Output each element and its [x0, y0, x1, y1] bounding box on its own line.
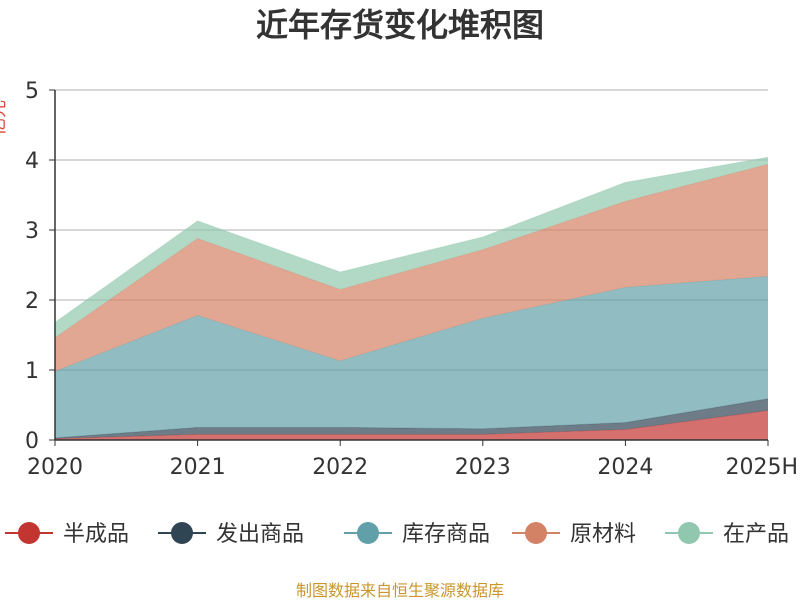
- legend-marker: [525, 522, 547, 544]
- x-tick-label: 2020: [27, 455, 83, 480]
- legend-marker: [171, 522, 193, 544]
- axes: 0 1 2 3 4 5 2020 2021 2022 2023 2024 2025H: [25, 79, 798, 480]
- y-tick-label: 3: [25, 219, 39, 244]
- legend-item[interactable]: 发出商品: [158, 522, 304, 547]
- area-line-4: [54, 156, 769, 323]
- y-axis-label: 亿元: [0, 100, 9, 136]
- y-tick-label: 2: [25, 289, 39, 314]
- legend-marker: [18, 522, 40, 544]
- x-tick-label: 2023: [455, 455, 511, 480]
- area-series: [54, 156, 769, 440]
- y-tick-label: 0: [25, 429, 39, 454]
- y-tick-label: 4: [25, 149, 39, 174]
- y-tick-label: 1: [25, 359, 39, 384]
- area-1: [55, 398, 768, 439]
- legend-item[interactable]: 原材料: [512, 522, 636, 547]
- legend-label: 在产品: [723, 522, 789, 547]
- x-tick-label: 2025H: [725, 455, 798, 480]
- x-tick-label: 2022: [312, 455, 368, 480]
- chart-title: 近年存货变化堆积图: [256, 6, 544, 44]
- legend-label: 发出商品: [216, 522, 304, 547]
- legend-label: 库存商品: [402, 522, 490, 547]
- source-note: 制图数据来自恒生聚源数据库: [296, 581, 504, 600]
- legend-label: 半成品: [63, 522, 129, 547]
- area-2: [55, 276, 768, 438]
- x-tick-label: 2024: [597, 455, 653, 480]
- legend-label: 原材料: [570, 522, 636, 547]
- area-3: [55, 164, 768, 372]
- legend-item[interactable]: 在产品: [665, 522, 789, 547]
- y-tick-label: 5: [25, 79, 39, 104]
- legend-marker: [678, 522, 700, 544]
- x-tick-label: 2021: [170, 455, 226, 480]
- area-0: [55, 410, 768, 440]
- legend-item[interactable]: 半成品: [5, 522, 129, 547]
- legend-marker: [357, 522, 379, 544]
- area-4: [55, 157, 768, 338]
- legend[interactable]: 半成品 发出商品 库存商品 原材料 在产品: [5, 522, 789, 547]
- legend-item[interactable]: 库存商品: [344, 522, 490, 547]
